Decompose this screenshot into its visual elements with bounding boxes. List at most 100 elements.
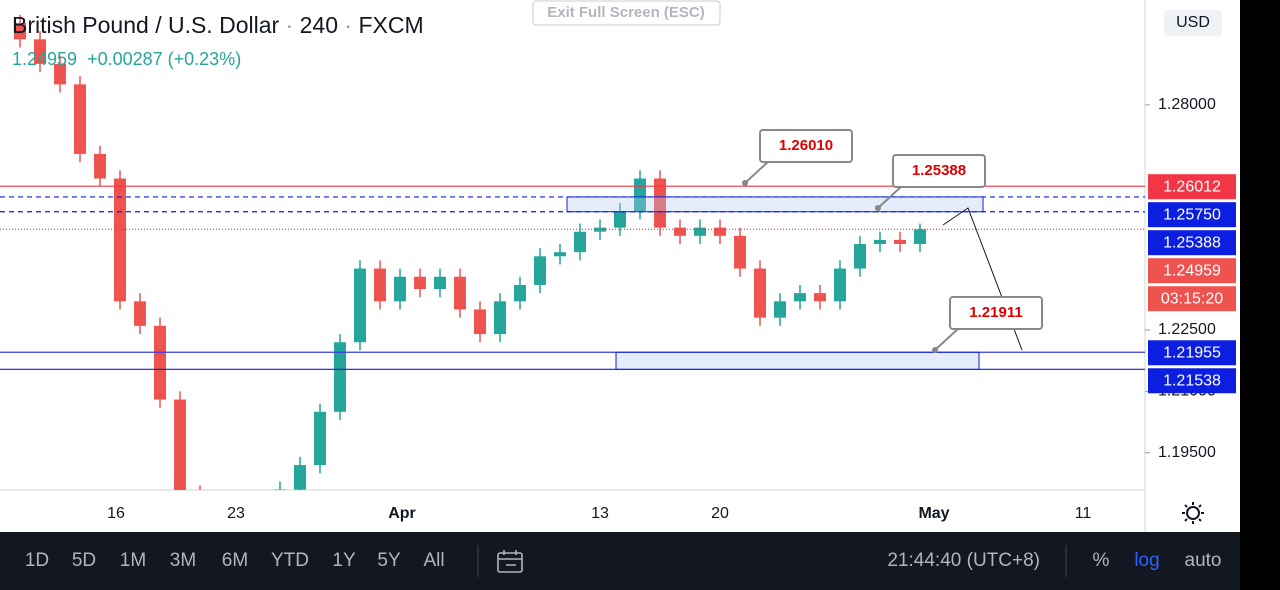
candle-body <box>174 399 186 490</box>
candle-body <box>614 211 626 228</box>
candle-body <box>34 39 46 64</box>
candle-body <box>694 227 706 236</box>
scale-option[interactable]: auto <box>1185 550 1222 571</box>
candle-body <box>514 284 526 302</box>
candle-body <box>654 178 666 228</box>
candle-body <box>754 268 766 318</box>
candle-body <box>134 301 146 326</box>
scale-option[interactable]: log <box>1134 550 1159 571</box>
price-tag-label: 1.21955 <box>1163 344 1221 361</box>
price-tag-label: 1.24959 <box>1163 262 1221 279</box>
range-button[interactable]: 6M <box>222 550 248 571</box>
time-tick-label: May <box>918 505 949 522</box>
callout-label: 1.21911 <box>969 304 1022 321</box>
exit-fullscreen-label[interactable]: Exit Full Screen (ESC) <box>547 4 705 21</box>
candle-body <box>714 227 726 236</box>
price-tag <box>1148 368 1236 394</box>
candle-body <box>74 84 86 154</box>
candle-body <box>274 489 286 490</box>
price-tag <box>1148 286 1236 312</box>
price-tag <box>1148 202 1236 228</box>
callout-label: 1.26010 <box>779 137 833 154</box>
currency-box[interactable] <box>1164 10 1222 36</box>
price-tag-label: 03:15:20 <box>1161 290 1223 307</box>
range-button[interactable]: 1D <box>25 550 49 571</box>
candle-body <box>374 268 386 302</box>
toolbar <box>0 532 1240 590</box>
source: FXCM <box>358 12 423 38</box>
symbol: British Pound / U.S. Dollar <box>12 12 280 38</box>
settings-icon[interactable] <box>1182 502 1204 524</box>
candle-body <box>574 231 586 253</box>
currency[interactable]: USD <box>1176 14 1210 31</box>
time-tick-label: 13 <box>591 505 609 522</box>
callout-label: 1.25388 <box>912 162 966 179</box>
candle-body <box>554 252 566 257</box>
price-tag-label: 1.25750 <box>1163 206 1221 223</box>
range-button[interactable]: 5Y <box>377 550 401 571</box>
time-tick-label: 20 <box>711 505 729 522</box>
candle-body <box>414 276 426 290</box>
candle-body <box>914 229 926 244</box>
price-tick-label: 1.19500 <box>1158 444 1216 461</box>
price-tag-label: 1.21538 <box>1163 372 1221 389</box>
candle-body <box>154 325 166 400</box>
callout-pointer <box>934 326 961 351</box>
candle-body <box>794 293 806 302</box>
candle-body <box>494 301 506 335</box>
time-tick-label: Apr <box>388 505 416 522</box>
range-button[interactable]: 5D <box>72 550 96 571</box>
interval: 240 <box>300 12 338 38</box>
candle-body <box>734 235 746 269</box>
time-tick-label: 23 <box>227 505 245 522</box>
candle-body <box>474 309 486 335</box>
overlay: 1.26010 1.25388 1.21911 <box>742 129 1043 353</box>
zone <box>566 196 984 213</box>
callout-box <box>892 154 986 188</box>
callout-anchor <box>875 205 881 211</box>
exit-fullscreen[interactable] <box>532 0 721 26</box>
callout-box <box>949 296 1043 330</box>
candle-body <box>814 293 826 302</box>
price-tag <box>1148 258 1236 284</box>
candle-body <box>394 276 406 302</box>
candle-body <box>14 22 26 40</box>
callout-anchor <box>932 347 938 353</box>
clock: 21:44:40 (UTC+8) <box>887 550 1040 571</box>
change: +0.00287 (+0.23%) <box>87 49 241 69</box>
price-tag-label: 1.25388 <box>1163 234 1221 251</box>
chart-title: British Pound / U.S. Dollar · 240 · FXCM <box>12 12 424 38</box>
time-tick-label: 16 <box>107 505 125 522</box>
candle-body <box>294 465 306 490</box>
range-button[interactable]: 1Y <box>332 550 356 571</box>
candle-body <box>314 411 326 466</box>
quote: 1.24959 +0.00287 (+0.23%) <box>12 49 241 69</box>
scale-option[interactable]: % <box>1093 550 1110 571</box>
candle-body <box>454 276 466 310</box>
candle-body <box>334 342 346 412</box>
candle-body <box>534 256 546 285</box>
callout-anchor <box>742 180 748 186</box>
price-tag <box>1148 230 1236 256</box>
range-button[interactable]: YTD <box>271 550 309 571</box>
date-range-icon[interactable] <box>497 550 523 573</box>
callout-box <box>759 129 853 163</box>
candle-body <box>774 301 786 318</box>
time-tick-label: 11 <box>1075 505 1092 522</box>
price-tag-label: 1.26012 <box>1163 178 1221 195</box>
zone <box>615 351 980 370</box>
candle-body <box>894 239 906 244</box>
chart-area <box>0 0 1240 532</box>
candle-body <box>874 239 886 244</box>
range-button[interactable]: All <box>423 550 444 571</box>
range-button[interactable]: 1M <box>120 550 146 571</box>
candle-body <box>114 178 126 302</box>
price: 1.24959 <box>12 49 77 69</box>
candle-body <box>854 243 866 269</box>
price-tag <box>1148 340 1236 366</box>
range-button[interactable]: 3M <box>170 550 196 571</box>
callout-pointer <box>877 184 904 209</box>
candle-body <box>54 63 66 85</box>
